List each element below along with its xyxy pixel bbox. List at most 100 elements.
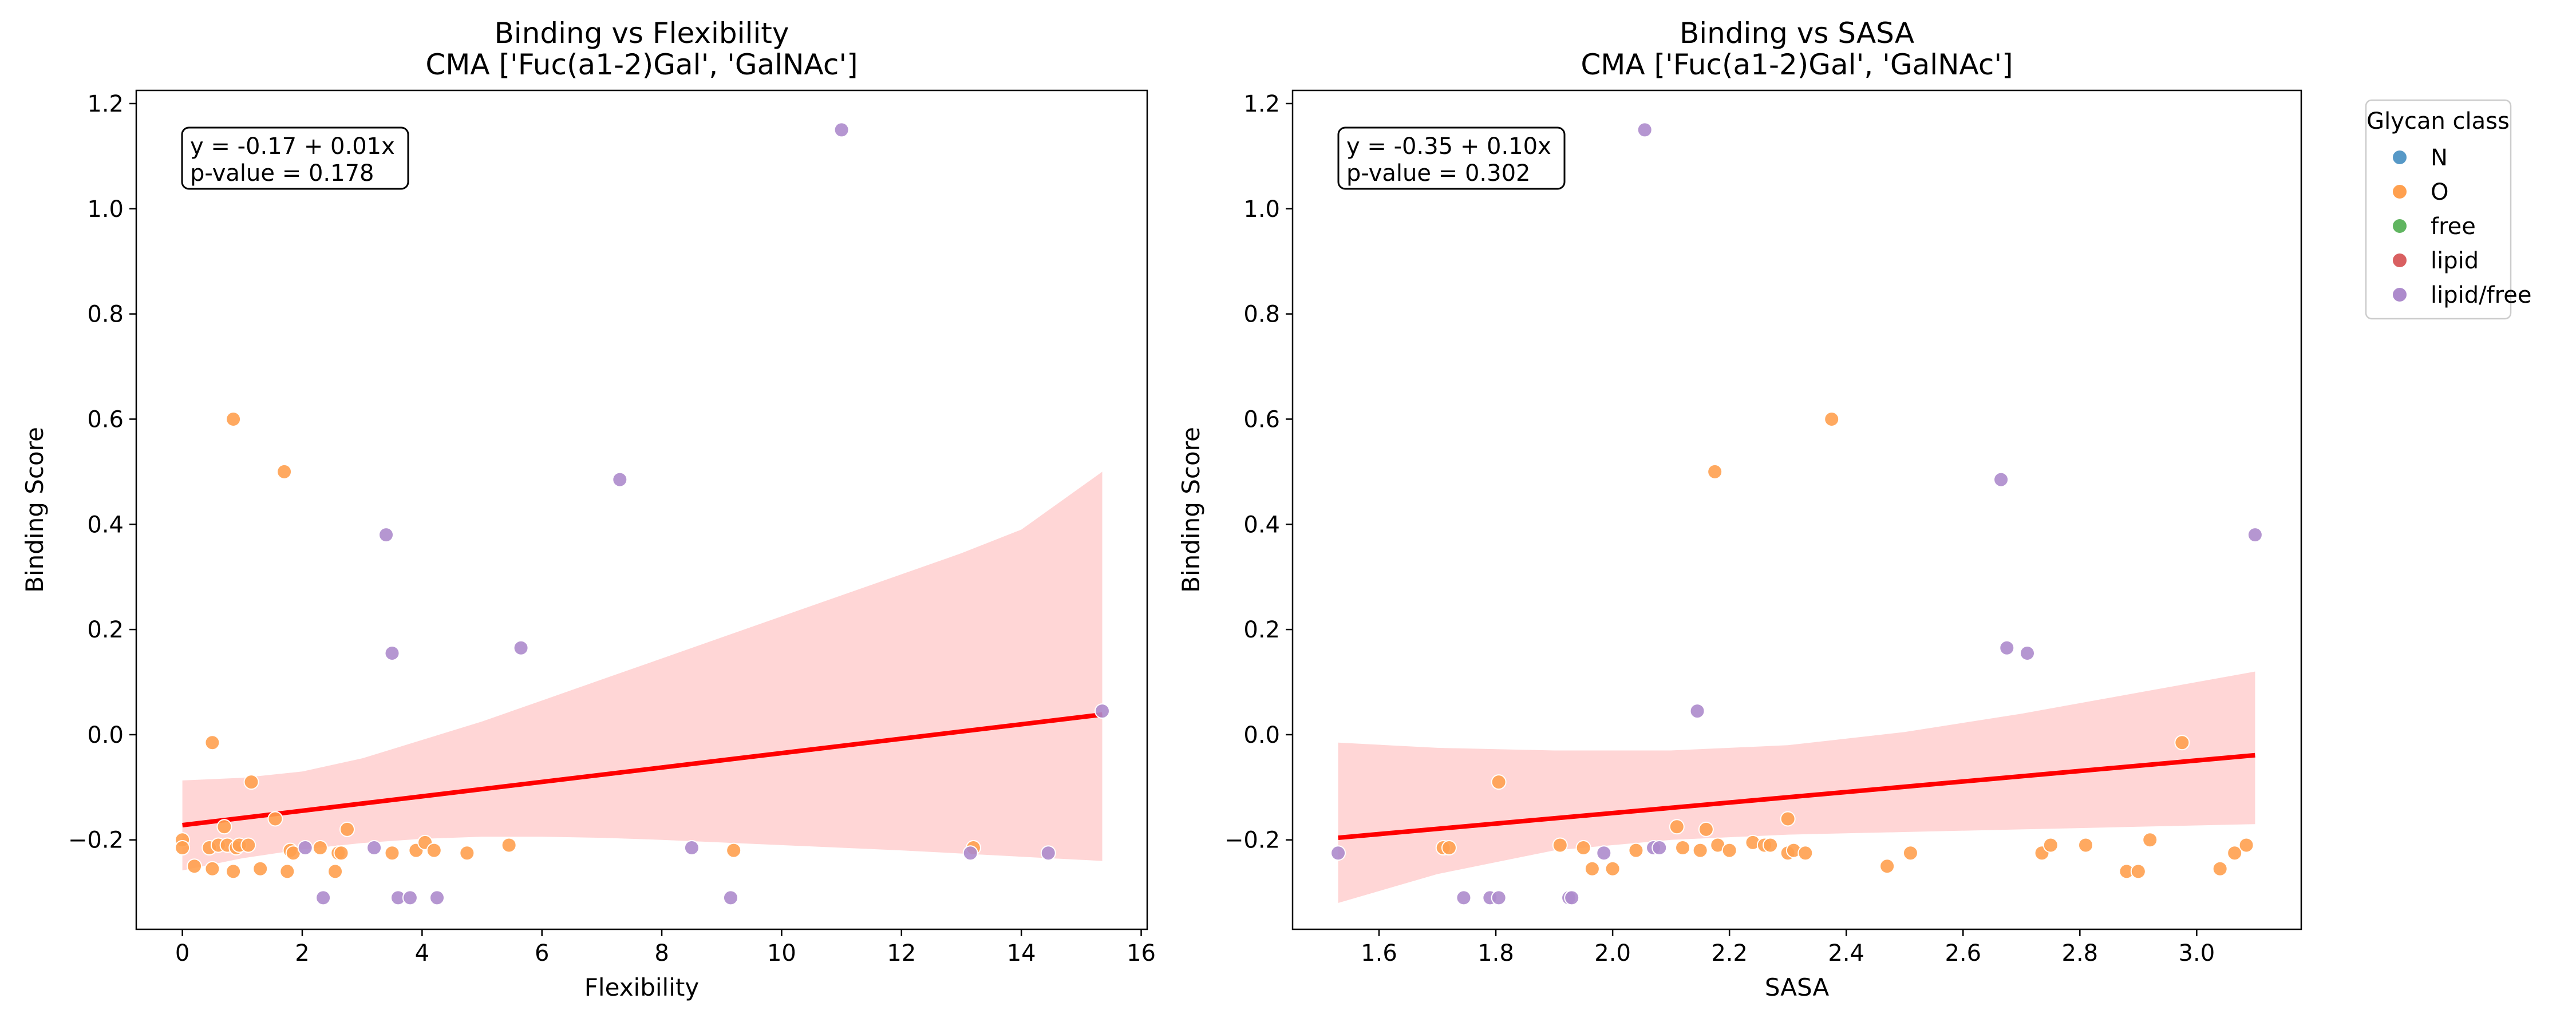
data-point [327, 863, 343, 880]
data-point [204, 735, 220, 751]
legend-marker [2392, 184, 2408, 200]
data-point [384, 645, 400, 661]
data-point [1552, 837, 1568, 853]
chart-title: Binding vs SASA [1680, 17, 1914, 50]
data-point [2042, 837, 2059, 853]
data-point [378, 527, 394, 543]
data-point [2142, 832, 2158, 848]
data-point [339, 821, 355, 837]
chart-panel-2: 1.6 1.8 2.0 2.2 2.4 2.6 2.8 3.0 −0.2 0.0 0.2 0.4 0.6… [1177, 17, 2302, 1001]
x-tick-label: 0 [175, 940, 189, 966]
data-point [297, 840, 313, 856]
data-point [279, 863, 295, 880]
data-point [1707, 464, 1723, 480]
legend-marker [2392, 149, 2408, 165]
data-point [1330, 845, 1346, 861]
x-axis-label: Flexibility [584, 973, 699, 1001]
y-tick-label: −0.2 [68, 827, 124, 854]
data-point [1584, 861, 1600, 877]
data-point [833, 122, 850, 138]
data-point [1824, 411, 1840, 427]
data-point [276, 464, 293, 480]
y-tick-label: −0.2 [1224, 827, 1280, 854]
data-point [1993, 472, 2009, 488]
x-tick-label: 2.8 [2062, 940, 2099, 966]
data-point [366, 840, 382, 856]
data-point [1575, 840, 1591, 856]
data-point [1999, 640, 2015, 656]
data-point [175, 840, 191, 856]
chart-subtitle: CMA ['Fuc(a1-2)Gal', 'GalNAc'] [425, 48, 858, 81]
data-point [1094, 703, 1110, 719]
regression-equation: y = -0.17 + 0.01x [190, 133, 395, 160]
data-point [612, 472, 628, 488]
data-point [204, 861, 220, 877]
confidence-band [1338, 671, 2255, 903]
legend-label: N [2431, 145, 2448, 171]
confidence-band [182, 472, 1103, 871]
data-point [683, 840, 700, 856]
data-point [1456, 890, 1472, 906]
y-tick-label: 1.2 [87, 91, 124, 117]
data-point [1637, 122, 1653, 138]
data-point [2078, 837, 2094, 853]
data-point [252, 861, 268, 877]
data-point [226, 411, 242, 427]
chart-title: Binding vs Flexibility [495, 17, 789, 50]
x-tick-label: 6 [535, 940, 549, 966]
data-point [1441, 840, 1457, 856]
data-point [1902, 845, 1918, 861]
data-point [2130, 863, 2146, 880]
y-tick-label: 0.4 [1243, 512, 1280, 538]
data-point [1596, 845, 1612, 861]
data-point [2227, 845, 2243, 861]
x-axis-label: SASA [1765, 973, 1830, 1001]
regression-line [1338, 752, 2255, 841]
y-tick-label: 0.6 [87, 406, 124, 433]
data-point [312, 840, 328, 856]
x-tick-label: 4 [415, 940, 429, 966]
data-point [426, 842, 442, 858]
data-point [1698, 821, 1714, 837]
legend-title: Glycan class [2366, 108, 2510, 134]
data-point [1689, 703, 1705, 719]
regression-line [182, 712, 1103, 827]
y-tick-label: 1.0 [1243, 196, 1280, 223]
regression-annotation-box [181, 126, 409, 190]
chart-panel-1: 0 2 4 6 8 10 12 14 16 −0.2 0.0 0.2 0.4 0.6 0.8 1.0 1.2 Fl… [21, 17, 1156, 1001]
data-point [722, 890, 738, 906]
data-point [2212, 861, 2228, 877]
data-point [2238, 837, 2254, 853]
y-tick-label: 1.2 [1243, 91, 1280, 117]
data-point [1675, 840, 1691, 856]
x-tick-label: 2.6 [1945, 940, 1981, 966]
data-point [1763, 837, 1779, 853]
data-point [429, 890, 445, 906]
y-axis-label: Binding Score [1177, 427, 1205, 593]
x-tick-label: 1.6 [1361, 940, 1397, 966]
legend-label: lipid/free [2431, 282, 2531, 308]
data-point [2019, 645, 2035, 661]
chart-subtitle: CMA ['Fuc(a1-2)Gal', 'GalNAc'] [1581, 48, 2013, 81]
legend-marker [2392, 252, 2408, 268]
axes-frame [1291, 89, 2302, 930]
data-point [2174, 735, 2190, 751]
data-point [243, 774, 259, 790]
data-point [226, 863, 242, 880]
legend-label: O [2431, 179, 2448, 205]
x-tick-label: 2 [295, 940, 309, 966]
y-tick-label: 0.8 [1243, 302, 1280, 328]
x-tick-label: 2.2 [1711, 940, 1748, 966]
data-point [513, 640, 529, 656]
x-tick-label: 3.0 [2179, 940, 2215, 966]
x-tick-label: 2.4 [1828, 940, 1864, 966]
data-point [1669, 819, 1685, 835]
y-tick-label: 0.8 [87, 302, 124, 328]
y-tick-label: 0.0 [1243, 722, 1280, 748]
data-point [1628, 842, 1644, 858]
x-tick-label: 16 [1127, 940, 1156, 966]
y-tick-label: 1.0 [87, 196, 124, 223]
y-tick-label: 0.4 [87, 512, 124, 538]
data-point [267, 811, 283, 827]
